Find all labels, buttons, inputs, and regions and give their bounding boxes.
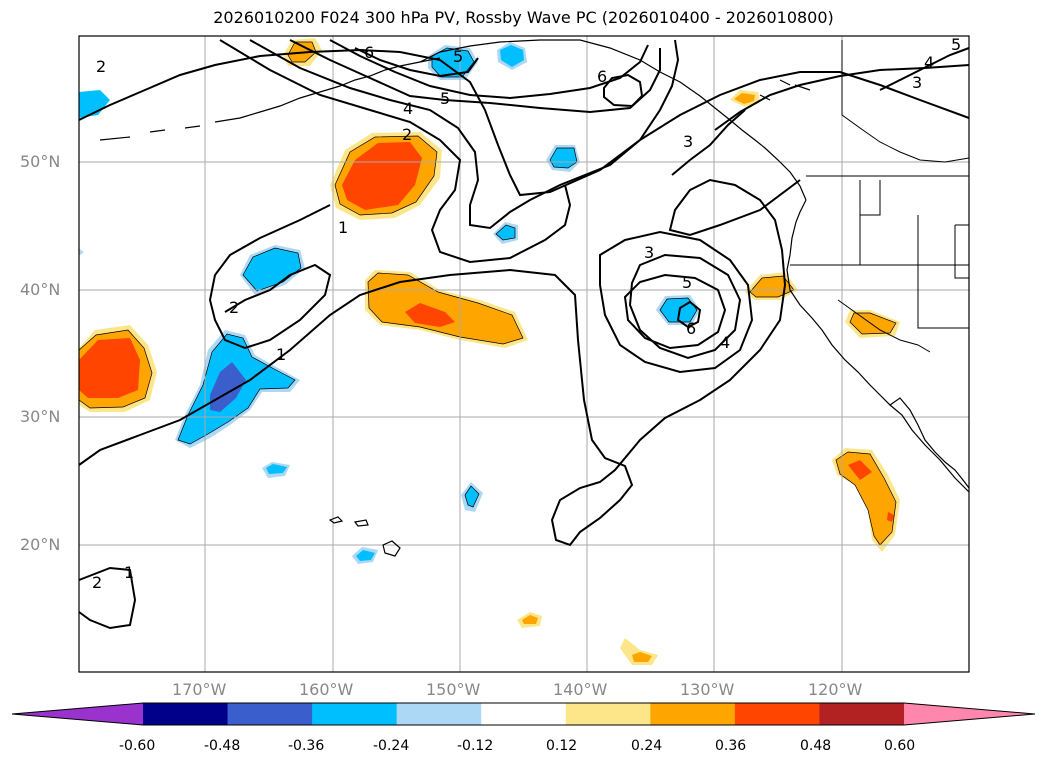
contour-label: 1 [338, 218, 348, 237]
colorbar-tick-label: -0.60 [119, 738, 156, 754]
contour-label: 5 [682, 273, 692, 292]
contour-label: 2 [96, 57, 106, 76]
coastlines [99, 39, 970, 557]
contour-label: 6 [364, 43, 374, 62]
colorbar [11, 702, 1036, 726]
colorbar-tick-label: -0.48 [204, 738, 241, 754]
colorbar-tick-label: 0.36 [715, 738, 747, 754]
colorbar-extend-low [12, 703, 143, 725]
lon-label: 160°W [299, 680, 354, 699]
contour-label: 4 [924, 53, 934, 72]
contour-label: 5 [440, 89, 450, 108]
colorbar-tick-label: -0.36 [288, 738, 325, 754]
colorbar-tick-label: 0.12 [546, 738, 578, 754]
lat-label: 30°N [20, 407, 61, 426]
contour-labels: 2 2 2 1 1 1 2 3 3 3 4 4 4 5 5 5 5 6 6 6 [92, 35, 961, 592]
lat-label: 40°N [20, 280, 61, 299]
contour-label: 4 [403, 99, 413, 118]
lat-label: 50°N [20, 152, 61, 171]
colorbar-segment [734, 703, 820, 725]
colorbar-tick-label: 0.24 [631, 738, 663, 754]
political-borders [790, 40, 970, 353]
colorbar-extend-high [904, 703, 1035, 725]
contour-label: 3 [912, 73, 922, 92]
contour-label: 1 [124, 563, 134, 582]
contour-label: 2 [402, 125, 412, 144]
contour-label: 4 [720, 333, 730, 352]
lon-label: 120°W [808, 680, 863, 699]
colorbar-segment [396, 703, 482, 725]
contour-label: 5 [453, 47, 463, 66]
contour-label: 6 [597, 67, 607, 86]
colorbar-segment [143, 703, 229, 725]
contour-label: 2 [92, 573, 102, 592]
colorbar-tick-label: 0.48 [800, 738, 832, 754]
colorbar-segment [312, 703, 398, 725]
lon-label: 150°W [426, 680, 481, 699]
colorbar-segment [650, 703, 736, 725]
contour-label: 1 [276, 345, 286, 364]
contour-label: 3 [683, 132, 693, 151]
gridlines [79, 36, 969, 672]
colorbar-tick-label: 0.60 [884, 738, 916, 754]
colorbar-tick-label: -0.12 [457, 738, 494, 754]
map-title: 2026010200 F024 300 hPa PV, Rossby Wave … [213, 8, 834, 27]
colorbar-segment [565, 703, 651, 725]
colorbar-tick-label: -0.24 [373, 738, 410, 754]
contour-label: 2 [229, 298, 239, 317]
colorbar-segment [481, 703, 567, 725]
pv-contours [78, 39, 970, 630]
contour-label: 3 [644, 243, 654, 262]
colorbar-segment [819, 703, 905, 725]
lon-label: 140°W [553, 680, 608, 699]
colorbar-segment [227, 703, 313, 725]
lon-label: 130°W [680, 680, 735, 699]
contour-label: 6 [686, 319, 696, 338]
contour-label: 5 [951, 35, 961, 54]
lon-label: 170°W [172, 680, 227, 699]
map-frame [78, 35, 970, 673]
lat-label: 20°N [20, 535, 61, 554]
